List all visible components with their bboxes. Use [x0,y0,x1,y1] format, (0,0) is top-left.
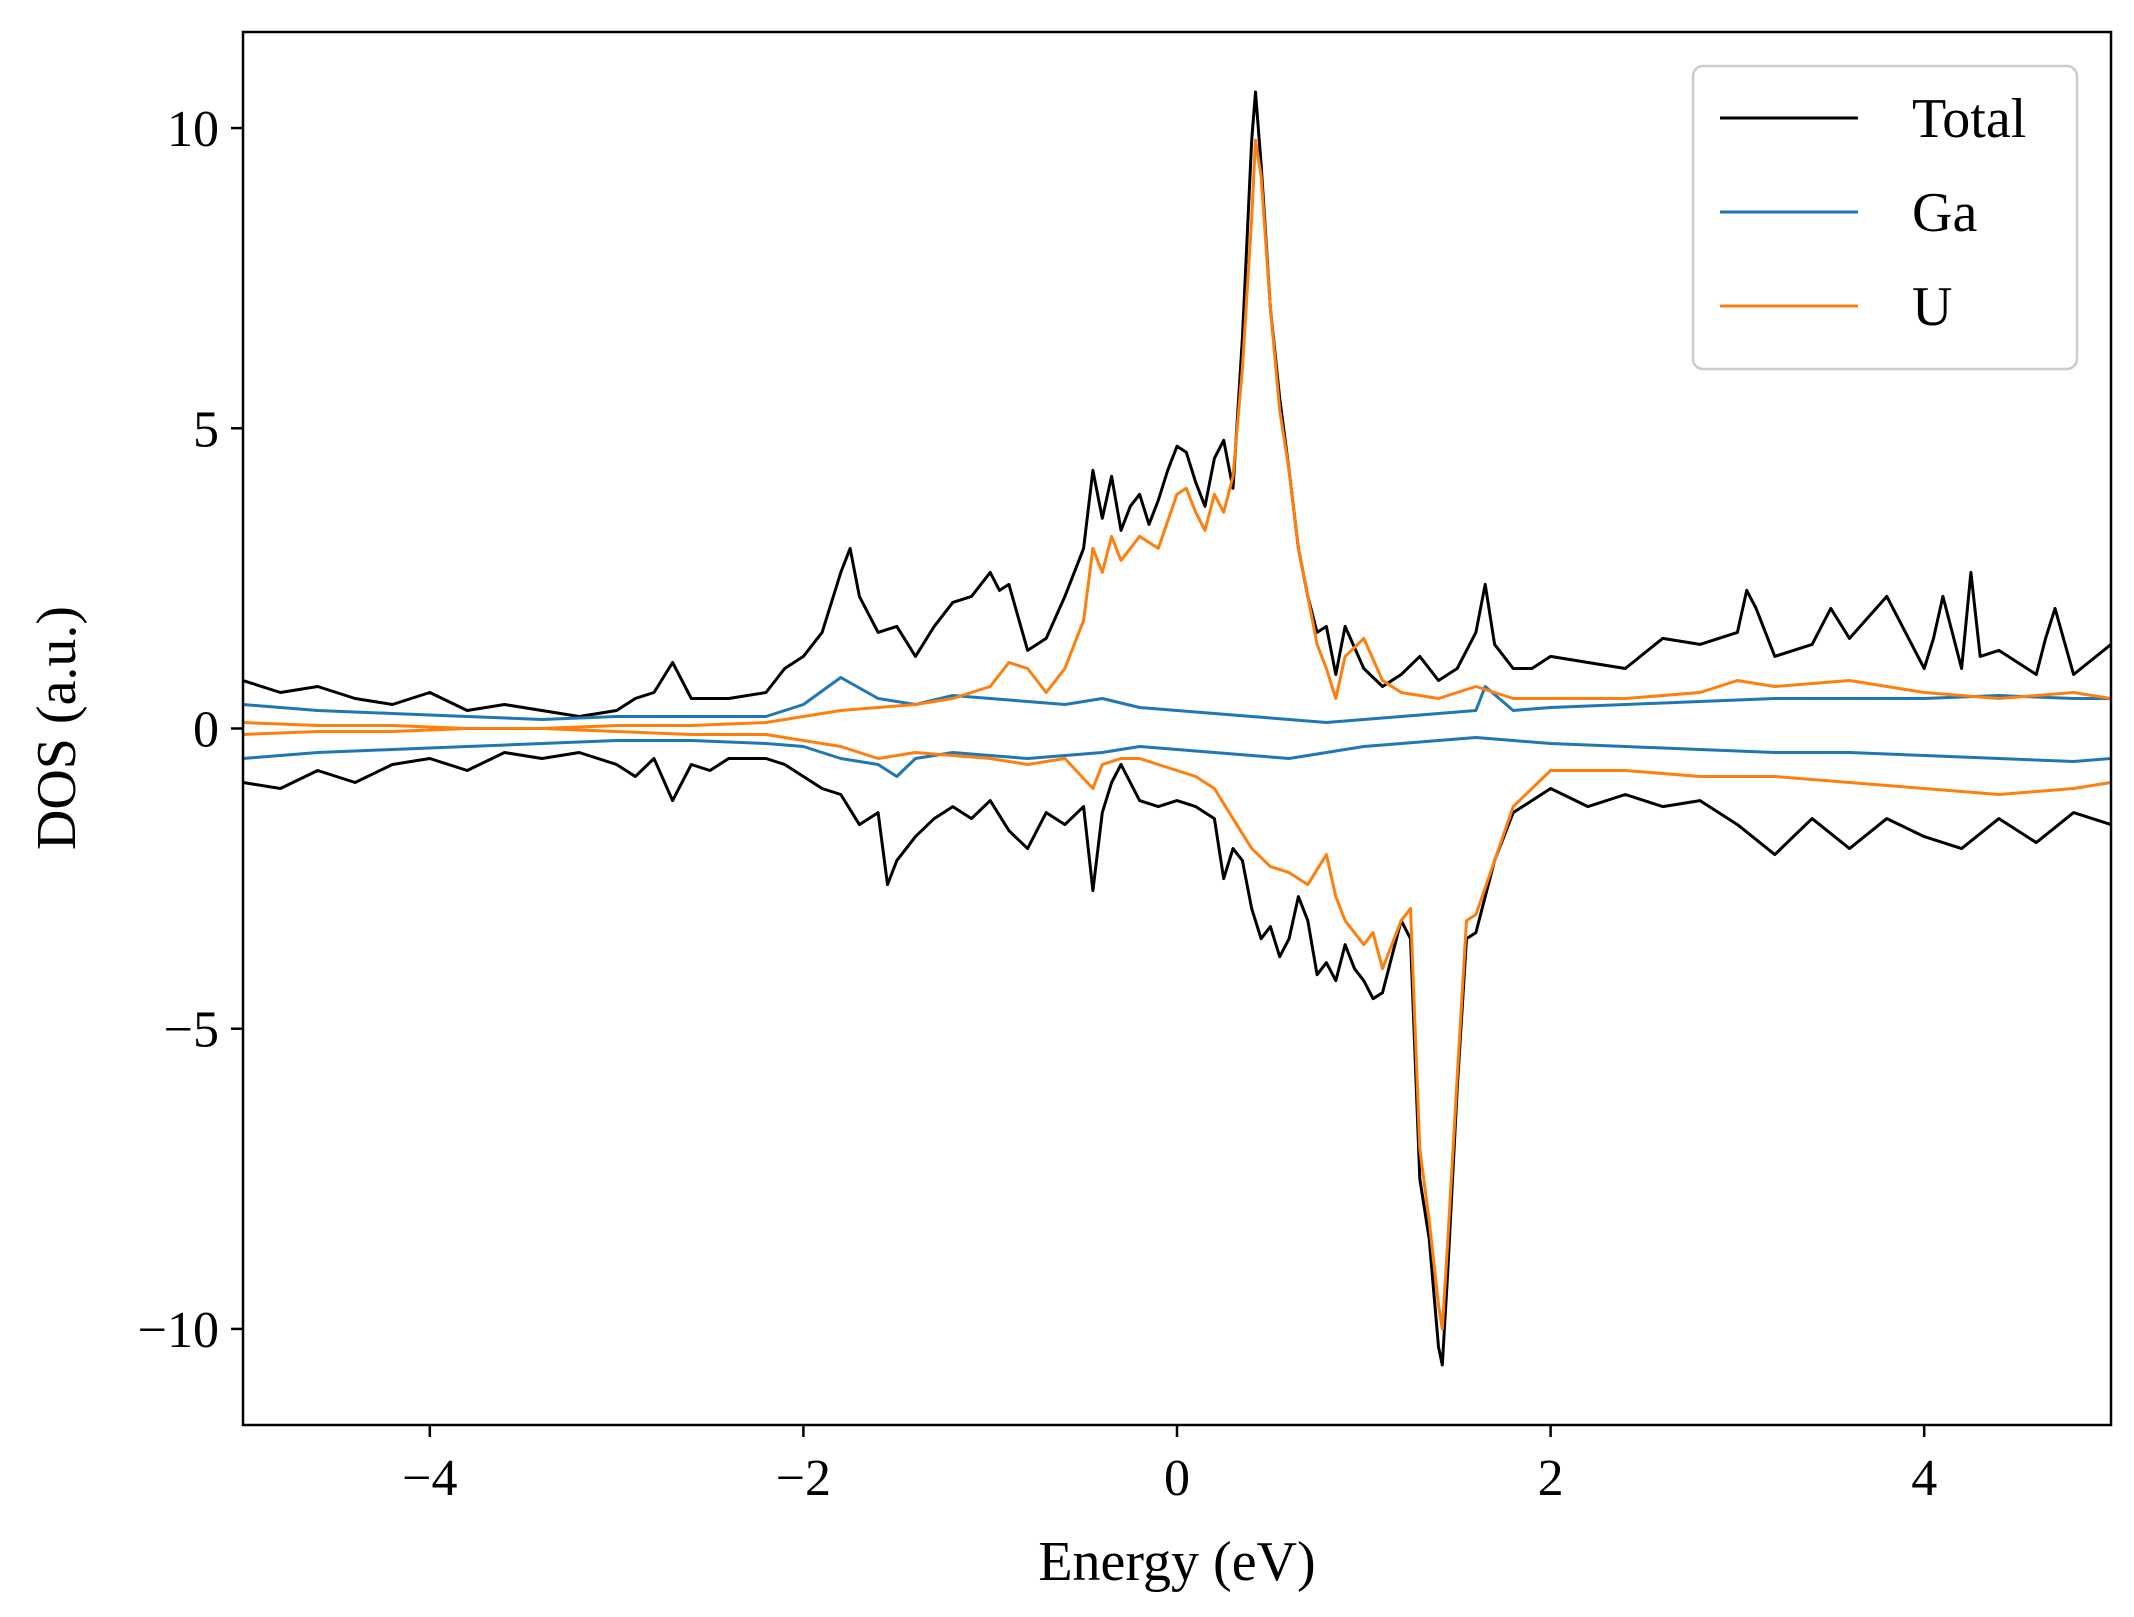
legend-label-u: U [1912,276,1952,338]
y-axis-ticks: −10 −5 0 5 10 [138,101,243,1359]
y-tick-label: −10 [138,1302,219,1359]
x-tick-label: 2 [1538,1450,1564,1507]
y-tick-label: 0 [193,702,219,759]
series-line-ga-down [243,736,2111,778]
x-axis-label: Energy (eV) [1038,1531,1315,1593]
series-line-ga-up [243,676,2111,724]
series-layer [243,90,2111,1367]
x-tick-label: 0 [1164,1450,1190,1507]
y-tick-label: 10 [167,101,219,158]
x-tick-label: −4 [402,1450,457,1507]
y-tick-label: 5 [193,401,219,458]
x-tick-label: −2 [776,1450,831,1507]
y-tick-label: −5 [164,1002,219,1059]
legend: Total Ga U [1691,64,2079,371]
series-line-u-down [243,727,2111,1331]
legend-label-total: Total [1912,88,2026,150]
x-tick-label: 4 [1911,1450,1937,1507]
series-line-u-up [243,138,2111,730]
series-line-total-up [243,90,2111,718]
legend-label-ga: Ga [1912,182,1977,244]
x-axis-ticks: −4 −2 0 2 4 [402,1425,1937,1507]
series-line-total-down [243,751,2111,1367]
y-axis-label: DOS (a.u.) [26,606,88,850]
legend-box [1691,64,2079,371]
